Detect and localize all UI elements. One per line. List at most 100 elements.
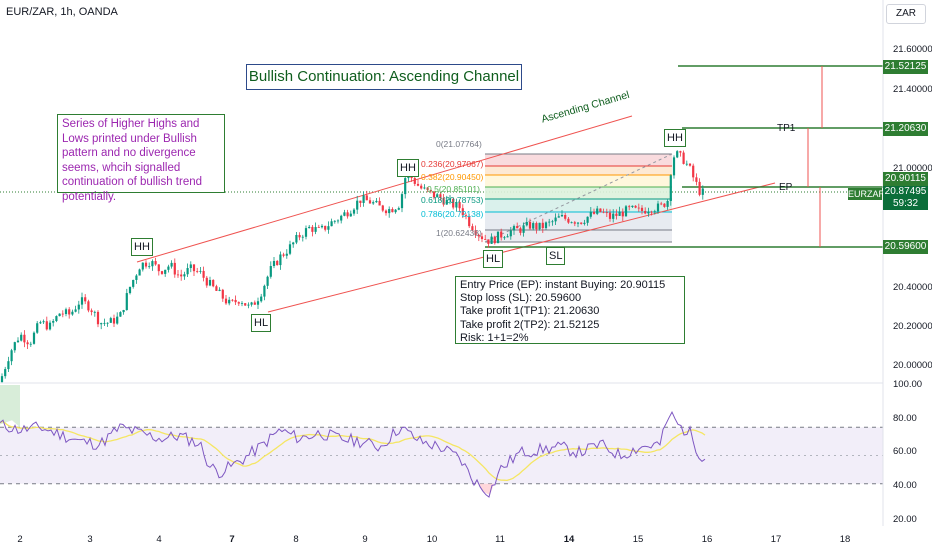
currency-button[interactable]: ZAR — [886, 4, 926, 24]
candle-body — [141, 262, 144, 270]
candle-body — [151, 261, 154, 267]
candle-body — [7, 361, 10, 370]
candle-body — [250, 302, 253, 305]
candle-body — [535, 223, 538, 230]
trade-plan-line: Risk: 1+1=2% — [460, 331, 529, 344]
symbol-title: EUR/ZAR, 1h, OANDA — [6, 6, 118, 18]
sl-tag: SL — [546, 247, 566, 265]
candle-body — [394, 209, 397, 213]
candle-body — [391, 209, 394, 213]
candle-body — [48, 322, 52, 330]
candle-body — [656, 203, 660, 212]
candle-body — [324, 225, 327, 230]
candle-body — [404, 178, 407, 195]
tp1-price-label: 21.20630 — [883, 122, 928, 136]
candle-body — [116, 316, 119, 324]
candle-body — [77, 304, 80, 310]
candle-body — [96, 311, 100, 325]
candle-body — [448, 198, 452, 200]
trade-plan-box: Entry Price (EP): instant Buying: 20.901… — [455, 276, 685, 344]
candle-body — [298, 234, 301, 238]
candle-body — [349, 213, 352, 217]
candle-body — [602, 211, 605, 213]
candle-body — [330, 221, 333, 227]
candle-body — [263, 285, 266, 297]
candle-body — [0, 376, 4, 382]
candle-body — [384, 210, 388, 214]
candle-body — [605, 212, 608, 214]
candle-body — [458, 202, 461, 209]
candle-body — [196, 271, 199, 272]
current-price-label: 20.87495 59:32 — [883, 186, 928, 210]
candle-body — [637, 207, 640, 209]
rsi-ma-line — [0, 420, 706, 482]
time-tick: 18 — [839, 534, 851, 545]
candle-body — [397, 208, 400, 210]
candle-body — [506, 236, 509, 238]
rsi-band — [0, 427, 883, 484]
price-tick: 21.40000 — [893, 84, 932, 95]
candle-body — [612, 213, 615, 219]
candle-body — [589, 211, 592, 217]
candle-body — [567, 218, 570, 223]
candle-body — [608, 212, 612, 219]
candle-body — [445, 199, 448, 205]
candle-body — [538, 222, 541, 230]
candle-body — [23, 334, 26, 343]
candle-body — [224, 298, 228, 304]
candle-body — [618, 211, 621, 216]
candle-body — [304, 228, 308, 237]
candle-body — [628, 206, 631, 208]
candle-body — [672, 157, 676, 176]
candle-body — [679, 151, 682, 153]
candle-body — [308, 226, 311, 229]
candle-body — [119, 312, 122, 317]
hl-tag: HL — [251, 314, 272, 332]
time-tick: 7 — [229, 534, 235, 545]
hh-tag: HH — [664, 129, 686, 147]
candle-body — [61, 313, 64, 315]
candle-body — [87, 301, 90, 311]
candle-body — [314, 227, 317, 232]
time-tick: 4 — [156, 534, 162, 545]
candle-body — [509, 230, 512, 237]
candle-body — [144, 262, 148, 267]
candle-body — [452, 198, 455, 208]
candle-body — [103, 322, 106, 324]
candle-body — [516, 226, 519, 229]
candle-body — [372, 202, 375, 204]
candle-body — [420, 185, 423, 189]
candle-body — [669, 175, 672, 201]
candle-body — [503, 237, 506, 239]
candle-body — [429, 189, 432, 192]
fib-label-0-786: 0.786(20.72138) — [421, 209, 484, 219]
candle-body — [109, 318, 112, 323]
grid — [0, 191, 883, 384]
time-tick: 16 — [701, 534, 713, 545]
candle-body — [132, 279, 135, 287]
candle-body — [333, 220, 336, 222]
candle-body — [640, 207, 644, 211]
rsi-tick: 60.00 — [893, 446, 917, 457]
candle-body — [400, 194, 404, 209]
candle-body — [173, 262, 176, 275]
candle-body — [480, 236, 484, 240]
candle-body — [4, 369, 7, 377]
candle-body — [580, 222, 583, 224]
time-tick: 2 — [17, 534, 23, 545]
candle-body — [544, 222, 548, 229]
candle-body — [292, 242, 295, 245]
candle-body — [701, 188, 704, 195]
candle-body — [688, 163, 692, 166]
candle-body — [362, 195, 365, 203]
candle-body — [423, 187, 426, 189]
candle-body — [532, 223, 535, 229]
candle-body — [484, 239, 487, 240]
fib-label-0-236: 0.236(20.97067) — [421, 159, 484, 169]
candle-body — [269, 266, 272, 277]
candle-body — [272, 260, 276, 267]
price-tick: 20.00000 — [893, 360, 932, 371]
candle-body — [45, 321, 48, 330]
